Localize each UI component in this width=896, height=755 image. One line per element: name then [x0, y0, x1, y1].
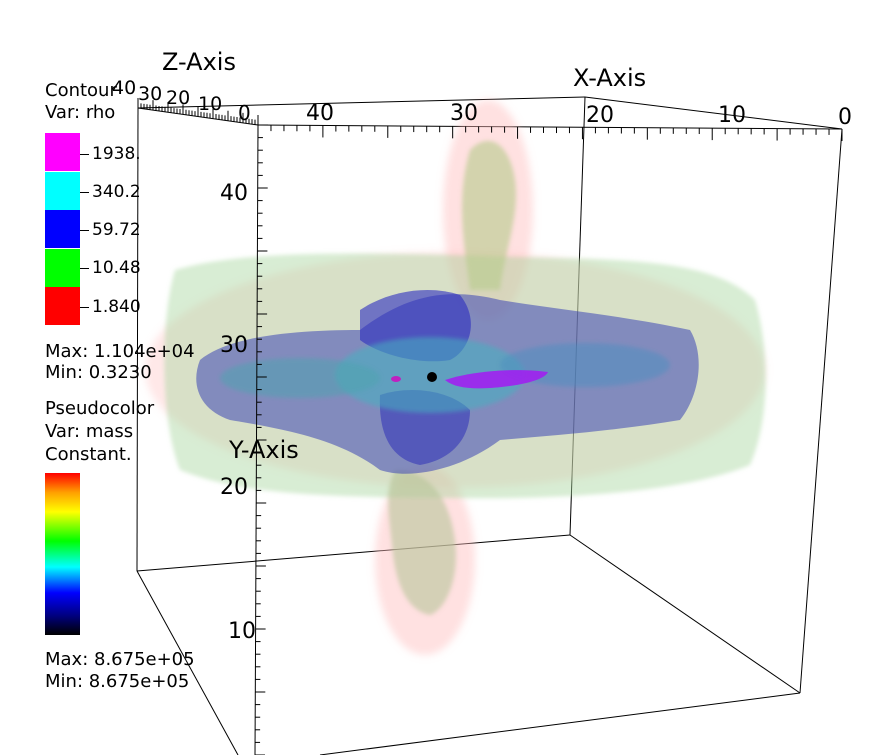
- contour-volume: [145, 100, 766, 655]
- y-tick-label: 20: [220, 475, 248, 500]
- contour-level-label: 1.840: [80, 297, 141, 317]
- z-axis-ticks: [137, 98, 259, 125]
- z-tick-label: 30: [138, 83, 162, 105]
- x-tick-label: 30: [450, 101, 478, 126]
- x-axis-title: X-Axis: [573, 64, 646, 92]
- z-tick-label: 0: [238, 101, 251, 125]
- contour-legend-var: Var: rho: [45, 102, 116, 123]
- pseudocolor-legend-max: Max: 8.675e+05: [45, 649, 195, 670]
- contour-legend-min: Min: 0.3230: [45, 362, 152, 383]
- x-tick-label: 0: [838, 105, 852, 130]
- contour-level-label: 340.2: [80, 182, 141, 202]
- pseudocolor-legend-note: Constant.: [45, 444, 132, 465]
- center-point-marker: [427, 372, 437, 382]
- pseudocolor-colorbar: [45, 473, 80, 635]
- contour-swatch-5972: [45, 210, 80, 248]
- pseudocolor-legend-min: Min: 8.675e+05: [45, 671, 190, 692]
- z-tick-label: 20: [166, 87, 190, 109]
- contour-swatch-1840: [45, 287, 80, 325]
- y-tick-label: 10: [228, 619, 256, 644]
- contour-legend-max: Max: 1.104e+04: [45, 341, 195, 362]
- x-tick-label: 40: [306, 101, 334, 126]
- y-axis-title: Y-Axis: [228, 436, 299, 464]
- contour-legend-title: Contour: [45, 80, 117, 101]
- y-axis-ticks: [255, 124, 268, 755]
- contour-level-label: 10.48: [80, 258, 141, 278]
- contour-swatch-1048: [45, 249, 80, 287]
- z-tick-label: 10: [198, 93, 222, 115]
- contour-level-label: 1938.: [80, 144, 141, 164]
- x-axis-ticks: [257, 125, 843, 141]
- y-tick-label: 40: [220, 181, 248, 206]
- x-tick-label: 20: [586, 103, 614, 128]
- contour-swatch-1938: [45, 133, 80, 171]
- contour-level-label: 59.72: [80, 220, 141, 240]
- pseudocolor-legend-var: Var: mass: [45, 421, 134, 442]
- y-tick-label: 30: [220, 333, 248, 358]
- pseudocolor-legend-title: Pseudocolor: [45, 398, 155, 419]
- contour-swatch-3402: [45, 172, 80, 210]
- z-tick-label: 40: [112, 77, 136, 99]
- z-axis-title: Z-Axis: [162, 48, 236, 76]
- x-tick-label: 10: [718, 103, 746, 128]
- contour-shell-1938: [391, 370, 548, 389]
